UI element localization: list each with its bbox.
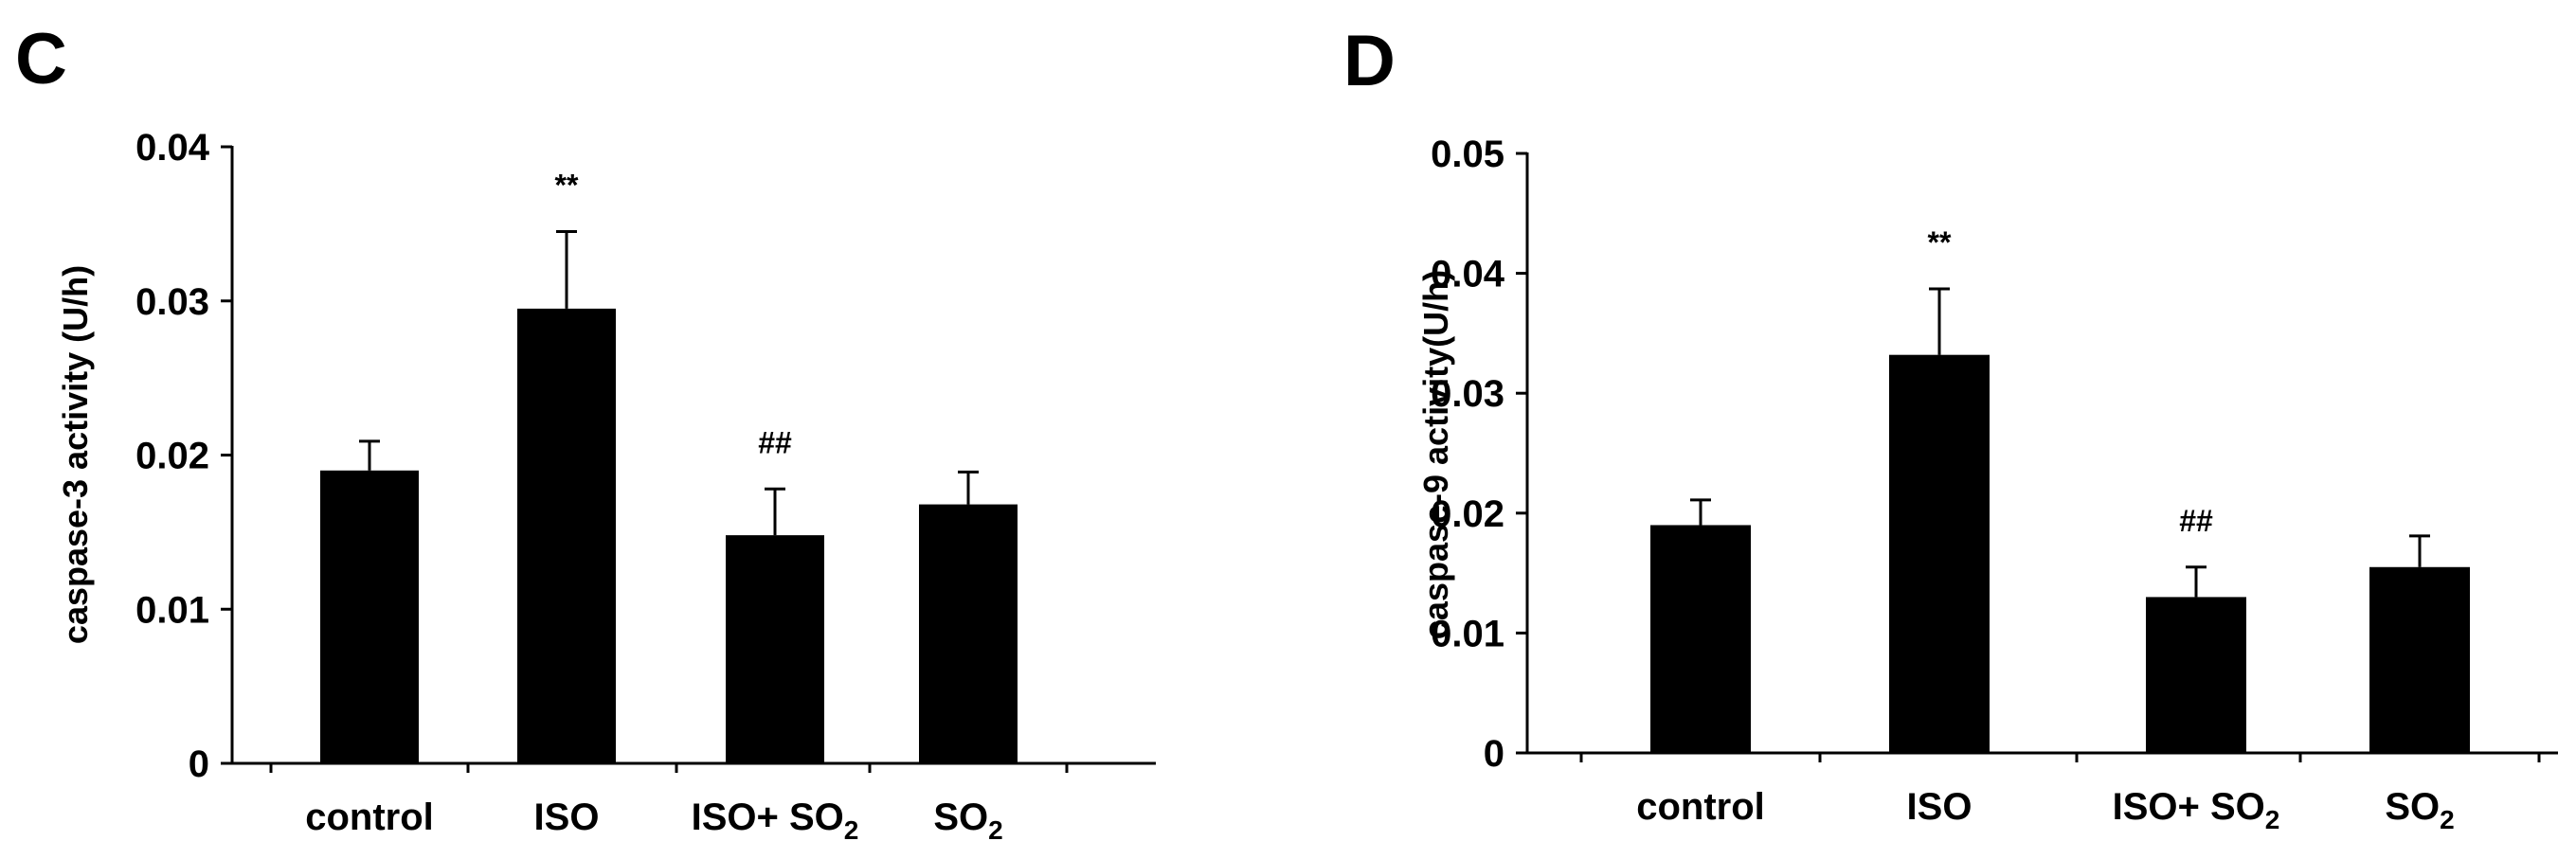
x-tick-label: control: [305, 796, 434, 838]
x-tick-label-subscript: 2: [988, 815, 1003, 845]
y-tick-label: 0: [1484, 733, 1504, 775]
significance-label: **: [1928, 225, 1952, 259]
x-tick-label: SO2: [2385, 786, 2454, 834]
y-tick-label: 0.04: [135, 127, 210, 169]
x-tick-label: control: [1636, 786, 1765, 828]
y-tick-label: 0.03: [1431, 373, 1504, 415]
panel-letter: C: [15, 19, 67, 99]
x-tick-label-subscript: 2: [2440, 805, 2455, 834]
bar: [919, 504, 1018, 763]
significance-label: **: [555, 169, 579, 203]
y-tick-label: 0.04: [1431, 254, 1505, 295]
x-tick-label: ISO+ SO2: [2113, 786, 2280, 834]
bar: [1889, 354, 1990, 753]
y-tick-label: 0: [189, 743, 209, 785]
bar: [2369, 566, 2470, 753]
y-tick-label: 0.03: [135, 281, 209, 323]
bar: [320, 470, 419, 763]
y-tick-label: 0.01: [1431, 613, 1504, 654]
y-tick-label: 0.05: [1431, 134, 1504, 175]
x-tick-label-subscript: 2: [844, 815, 859, 845]
x-tick-label: ISO+ SO2: [692, 796, 859, 845]
significance-label: ##: [2179, 504, 2213, 538]
x-tick-label: ISO: [534, 796, 600, 838]
x-tick-label-subscript: 2: [2265, 805, 2280, 834]
x-tick-label: SO2: [933, 796, 1002, 845]
bar: [1650, 525, 1751, 753]
significance-label: ##: [758, 425, 792, 459]
bar: [517, 308, 616, 763]
y-axis-label: caspase-3 activity (U/h): [56, 265, 95, 644]
x-tick-label: ISO: [1907, 786, 1973, 828]
bar: [2146, 597, 2246, 753]
y-tick-label: 0.02: [135, 436, 209, 477]
y-axis-label: caspase-9 activity(U/h): [1416, 270, 1455, 639]
panel-letter: D: [1343, 21, 1396, 101]
y-tick-label: 0.01: [135, 589, 209, 631]
bar: [726, 535, 824, 763]
y-tick-label: 0.02: [1431, 493, 1504, 535]
